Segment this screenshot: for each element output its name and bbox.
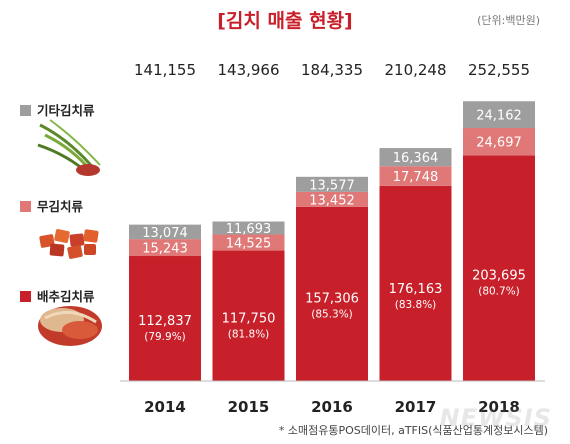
bar-segment-2016-1 (296, 191, 368, 207)
value-label-2014-2: 13,074 (142, 226, 188, 241)
value-label-2016-1: 13,452 (309, 193, 355, 208)
value-label-2018-2: 24,162 (476, 109, 522, 124)
legend-item-cabbage: 배추김치류 (20, 286, 95, 305)
green-onion-kimchi-icon (37, 119, 101, 177)
x-tick-label-2014: 2014 (144, 398, 186, 416)
legend-swatch-cabbage (20, 291, 31, 302)
x-tick-label-2018: 2018 (478, 398, 520, 416)
bar-segment-2014-2 (129, 224, 201, 240)
x-tick-label-2017: 2017 (395, 398, 437, 416)
share-label-2016: (85.3%) (311, 309, 353, 321)
total-label-2017: 210,248 (384, 61, 446, 79)
share-label-2017: (83.8%) (395, 299, 437, 311)
bar-segment-2017-2 (379, 148, 452, 167)
value-label-2017-1: 17,748 (393, 170, 439, 185)
share-label-2014: (79.9%) (144, 331, 186, 343)
bar-segment-2016-0 (296, 206, 368, 381)
bar-segment-2015-0 (212, 250, 285, 381)
unit-label: (단위:백만원) (477, 14, 540, 27)
legend-swatch-other (20, 105, 31, 116)
value-label-2014-1: 15,243 (142, 242, 188, 257)
legend-item-radish: 무김치류 (20, 196, 83, 215)
value-label-2016-0: 157,306 (305, 292, 359, 307)
napa-cabbage-kimchi-icon (38, 306, 102, 346)
bar-segment-2015-1 (212, 234, 285, 251)
x-tick-label-2015: 2015 (228, 398, 270, 416)
legend-item-other: 기타김치류 (20, 100, 95, 119)
value-label-2015-2: 11,693 (226, 222, 272, 237)
chart-title: [김치 매출 현황] (217, 10, 353, 32)
bar-segment-2017-1 (379, 166, 452, 186)
bar-segment-2015-2 (212, 221, 285, 235)
bar-segment-2018-1 (463, 128, 535, 156)
share-label-2018: (80.7%) (478, 285, 520, 297)
share-label-2015: (81.8%) (228, 328, 270, 340)
bar-segment-2014-0 (129, 256, 201, 381)
legend-label-radish: 무김치류 (37, 199, 84, 214)
value-label-2018-0: 203,695 (472, 268, 526, 283)
total-label-2014: 141,155 (134, 61, 196, 79)
total-label-2016: 184,335 (301, 61, 363, 79)
bar-segment-2014-1 (129, 239, 201, 257)
total-label-2018: 252,555 (468, 61, 530, 79)
total-label-2015: 143,966 (217, 61, 279, 79)
bar-segment-2017-0 (379, 185, 452, 381)
bar-segment-2018-0 (463, 155, 535, 381)
bar-segment-2018-2 (463, 101, 535, 129)
bar-segment-2016-2 (296, 176, 368, 192)
value-label-2016-2: 13,577 (309, 178, 355, 193)
value-label-2015-1: 14,525 (226, 237, 272, 252)
value-label-2017-2: 16,364 (393, 151, 439, 166)
radish-kimchi-icon (39, 229, 99, 259)
legend-swatch-radish (20, 201, 31, 212)
legend-label-other: 기타김치류 (37, 103, 95, 118)
footnote: * 소매점유통POS데이터, aTFIS(식품산업통계정보시스템) (278, 424, 548, 437)
legend-label-cabbage: 배추김치류 (37, 289, 95, 304)
value-label-2017-0: 176,163 (389, 282, 443, 297)
watermark: NEWSIS (439, 404, 552, 432)
value-label-2015-0: 117,750 (222, 311, 276, 326)
x-tick-label-2016: 2016 (311, 398, 353, 416)
value-label-2018-1: 24,697 (476, 136, 522, 151)
value-label-2014-0: 112,837 (138, 314, 192, 329)
